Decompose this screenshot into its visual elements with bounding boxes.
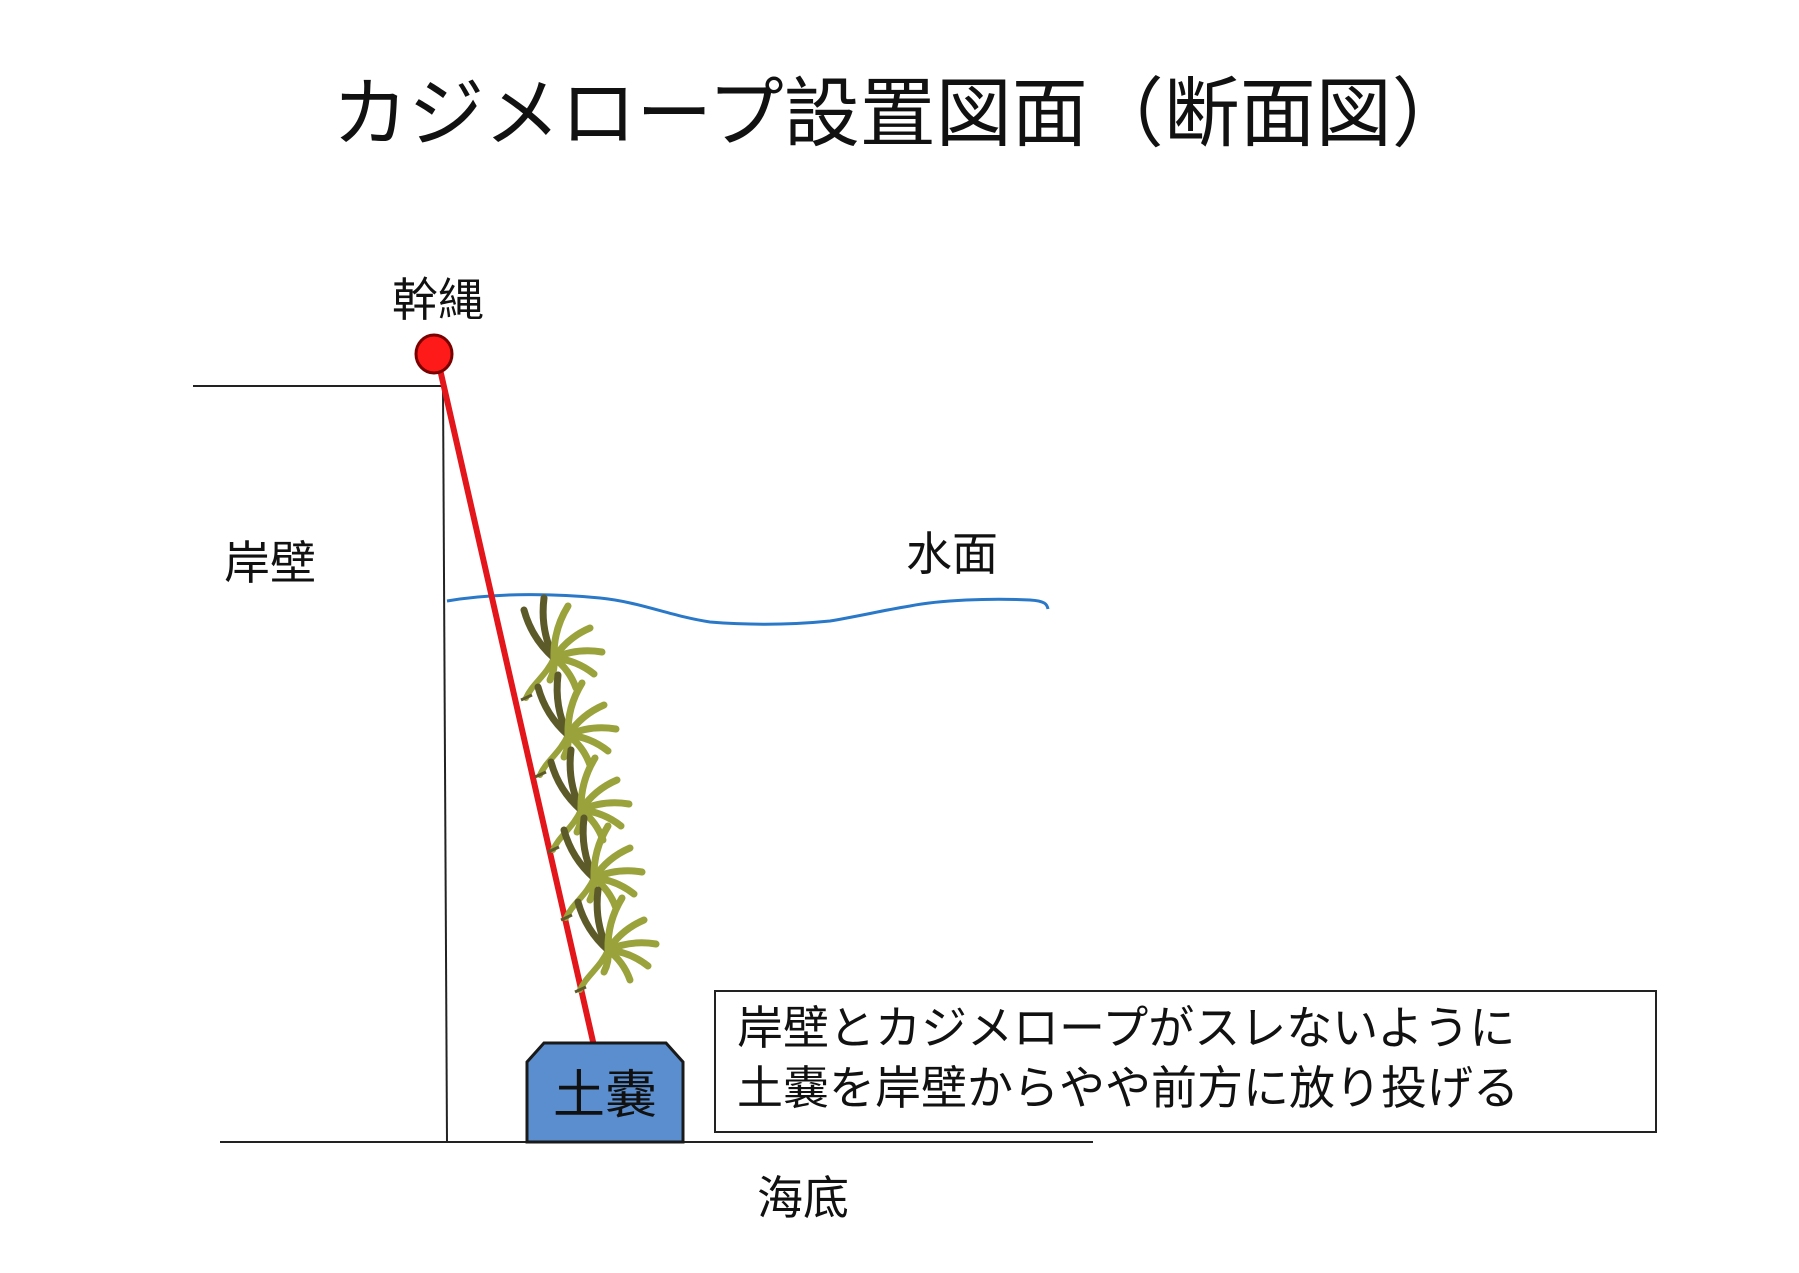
sandbag: 土嚢 — [525, 1041, 685, 1144]
sandbag-label: 土嚢 — [553, 1066, 657, 1126]
kelp-holdfast — [560, 913, 573, 922]
trunk-rope-float — [414, 333, 454, 375]
kelp-blade — [600, 946, 612, 976]
kelp-holdfast — [547, 845, 560, 854]
kelp-blade — [586, 874, 598, 904]
kelp-plant — [547, 746, 633, 854]
quay-wall — [193, 385, 448, 1143]
quay-wall-label: 岸壁 — [224, 536, 316, 590]
quay-wall-face — [442, 385, 448, 1143]
kelp-plant — [574, 886, 660, 994]
kelp-blade — [546, 654, 558, 684]
note-line-1: 岸壁とカジメロープがスレないように — [737, 1001, 1515, 1055]
seabed-label: 海底 — [757, 1171, 849, 1225]
note-box: 岸壁とカジメロープがスレないように 土嚢を岸壁からやや前方に放り投げる — [714, 990, 1657, 1133]
diagram-title: カジメロープ設置図面（断面図） — [332, 69, 1467, 158]
kelp-holdfast — [534, 770, 547, 779]
kelp-holdfast — [520, 693, 533, 702]
kelp-plant — [520, 594, 606, 702]
kelp-rope — [434, 353, 597, 1049]
note-box-frame — [714, 990, 1657, 1133]
kelp-plants — [520, 594, 660, 994]
kelp-holdfast — [574, 985, 587, 994]
water-surface-line — [446, 593, 1050, 626]
sandbag-shape — [525, 1041, 685, 1144]
kelp-plant — [534, 671, 620, 779]
note-line-2: 土嚢を岸壁からやや前方に放り投げる — [737, 1061, 1519, 1115]
trunk-rope-label: 幹縄 — [392, 273, 484, 327]
kelp-plant — [560, 814, 646, 922]
kelp-blade — [560, 731, 572, 761]
water-surface-label: 水面 — [906, 527, 998, 581]
